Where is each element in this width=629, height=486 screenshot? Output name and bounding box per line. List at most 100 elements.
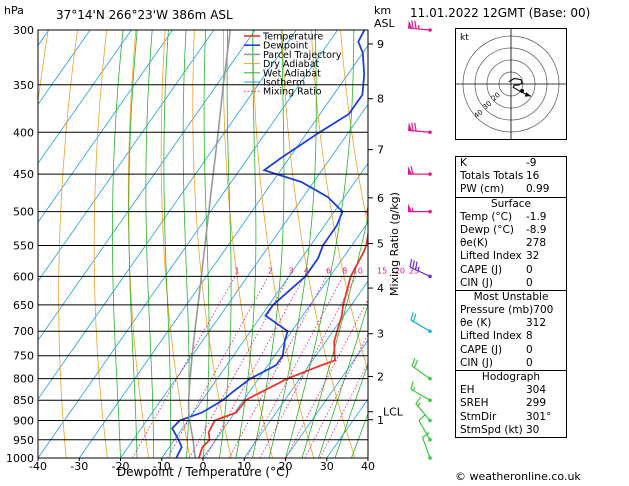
legend-entry: Mixing Ratio	[263, 87, 322, 98]
y-tick-label: 350	[13, 79, 34, 92]
dry-adiabat-line	[192, 30, 232, 458]
series-temperature	[198, 204, 368, 458]
index-row: K -9	[460, 157, 537, 169]
hodograph-ring-label: 40	[473, 108, 485, 120]
x-tick-label: 20	[279, 460, 293, 473]
y-tick-label: 800	[13, 373, 34, 386]
hodograph-row: EH 304	[460, 384, 547, 397]
wind-barb-tick	[415, 396, 422, 405]
surface-row: θe(K) 278	[460, 237, 547, 250]
mixing-ratio-line	[167, 276, 269, 458]
wind-barb-tick	[413, 359, 418, 368]
mixing-ratio-line	[319, 361, 368, 458]
wind-barb-half	[417, 24, 420, 30]
wind-barb	[418, 414, 432, 442]
x-tick-label: -10	[153, 460, 171, 473]
most-unstable-row: CIN (J) 0	[460, 356, 533, 369]
isotherm-line	[38, 30, 256, 341]
isotherm-line	[243, 280, 368, 458]
wind-barb-tick	[410, 312, 414, 321]
isotherm-line	[38, 30, 173, 223]
wind-barb-tick	[411, 122, 414, 131]
legend-entry: Dry Adiabat	[263, 59, 320, 70]
dry-adiabat-line	[340, 30, 368, 228]
x-axis-title: Dewpoint / Temperature (°C)	[117, 465, 289, 479]
surface-row: Temp (°C) -1.9	[460, 210, 547, 223]
wind-barb-half	[417, 402, 421, 407]
y-tick-label: 900	[13, 415, 34, 428]
mixing-ratio-line	[304, 333, 368, 458]
dry-adiabat-line	[574, 30, 629, 458]
y-tick-label: 400	[13, 126, 34, 139]
y-tick-label: 550	[13, 239, 34, 252]
km-tick-label: 6	[377, 192, 384, 205]
wind-barb-flag	[408, 20, 413, 29]
wind-barb-flag	[408, 122, 413, 131]
y-tick-label: 300	[13, 24, 34, 37]
wind-barb-tick	[412, 260, 415, 269]
y-tick-label: 850	[13, 394, 34, 407]
mixing-ratio-axis-title: Mixing Ratio (g/kg)	[388, 192, 401, 296]
wind-barb-tick	[410, 381, 414, 390]
isotherm-line	[38, 30, 338, 458]
most-unstable-row: CAPE (J) 0	[460, 343, 533, 356]
mixing-ratio-label: 15	[377, 266, 387, 275]
hodograph: kt 20 30 40	[455, 28, 567, 140]
wind-barb-tick	[411, 358, 416, 367]
hodograph-row: StmDir 301°	[460, 410, 552, 423]
legend-entry: Temperature	[262, 32, 323, 43]
wind-barb	[408, 165, 432, 176]
y-tick-label: 750	[13, 350, 34, 363]
location-label: 37°14'N 266°23'W 386m ASL	[56, 8, 233, 22]
isotherm-line	[202, 221, 368, 458]
isotherm-line	[161, 162, 368, 458]
wind-barb	[415, 396, 432, 423]
mixing-ratio-label: 8	[342, 266, 347, 275]
wind-barb	[409, 258, 432, 279]
wind-barb-tick	[410, 165, 414, 175]
wind-barb-tick	[422, 432, 430, 438]
x-tick-label: 0	[200, 460, 207, 473]
x-tick-label: -30	[70, 460, 88, 473]
legend-entry: Isotherm	[263, 78, 305, 89]
surface-row: Dewp (°C) -8.9	[460, 223, 547, 236]
mixing-ratio-label: 2	[268, 266, 273, 275]
mixing-ratio-label: 6	[326, 266, 331, 275]
wind-barb-half	[412, 386, 416, 391]
most-unstable-box: Most Unstable Pressure (mb) 700 θe (K) 312…	[455, 289, 567, 370]
isotherm-line	[38, 30, 132, 165]
hodograph-row: SREH 299	[460, 397, 547, 410]
wet-adiabat-line	[163, 30, 172, 458]
y-tick-label: 650	[13, 299, 34, 312]
hodograph-ring-label: 20	[490, 91, 502, 103]
isotherm-line	[38, 30, 91, 106]
surface-title: Surface	[490, 197, 531, 210]
mixing-ratio-label: 25	[409, 266, 419, 275]
y-tick-label: 450	[13, 168, 34, 181]
legend-entry: Parcel Trajectory	[263, 50, 342, 61]
surface-row: Lifted Index 32	[460, 250, 540, 263]
y-tick-label: 700	[13, 325, 34, 338]
index-row: PW (cm) 0.99	[460, 183, 550, 196]
wind-barb-half	[411, 207, 414, 212]
wet-adiabat-line	[145, 30, 154, 458]
wind-barb-tick	[411, 20, 414, 29]
profiles	[171, 30, 368, 458]
dry-adiabat-line	[58, 30, 78, 458]
mixing-ratio-label: 20	[395, 266, 405, 275]
wind-barb	[421, 432, 432, 460]
km-tick-label: 2	[377, 370, 384, 383]
most-unstable-row: Pressure (mb) 700	[460, 304, 554, 317]
surface-row: CIN (J) 0	[460, 276, 533, 289]
mixing-ratio-label: 1	[234, 266, 239, 275]
mixing-ratio-label: 3	[289, 266, 294, 275]
credit-label: © weatheronline.co.uk	[455, 470, 581, 483]
most-unstable-title: Most Unstable	[473, 290, 549, 303]
wind-barb-tick	[414, 20, 417, 29]
isotherm-line	[0, 30, 8, 458]
wind-barb-staff	[415, 403, 431, 421]
wet-adiabat-line	[235, 30, 257, 458]
wind-barb	[408, 122, 432, 135]
height-unit-label-2: ASL	[374, 17, 396, 30]
